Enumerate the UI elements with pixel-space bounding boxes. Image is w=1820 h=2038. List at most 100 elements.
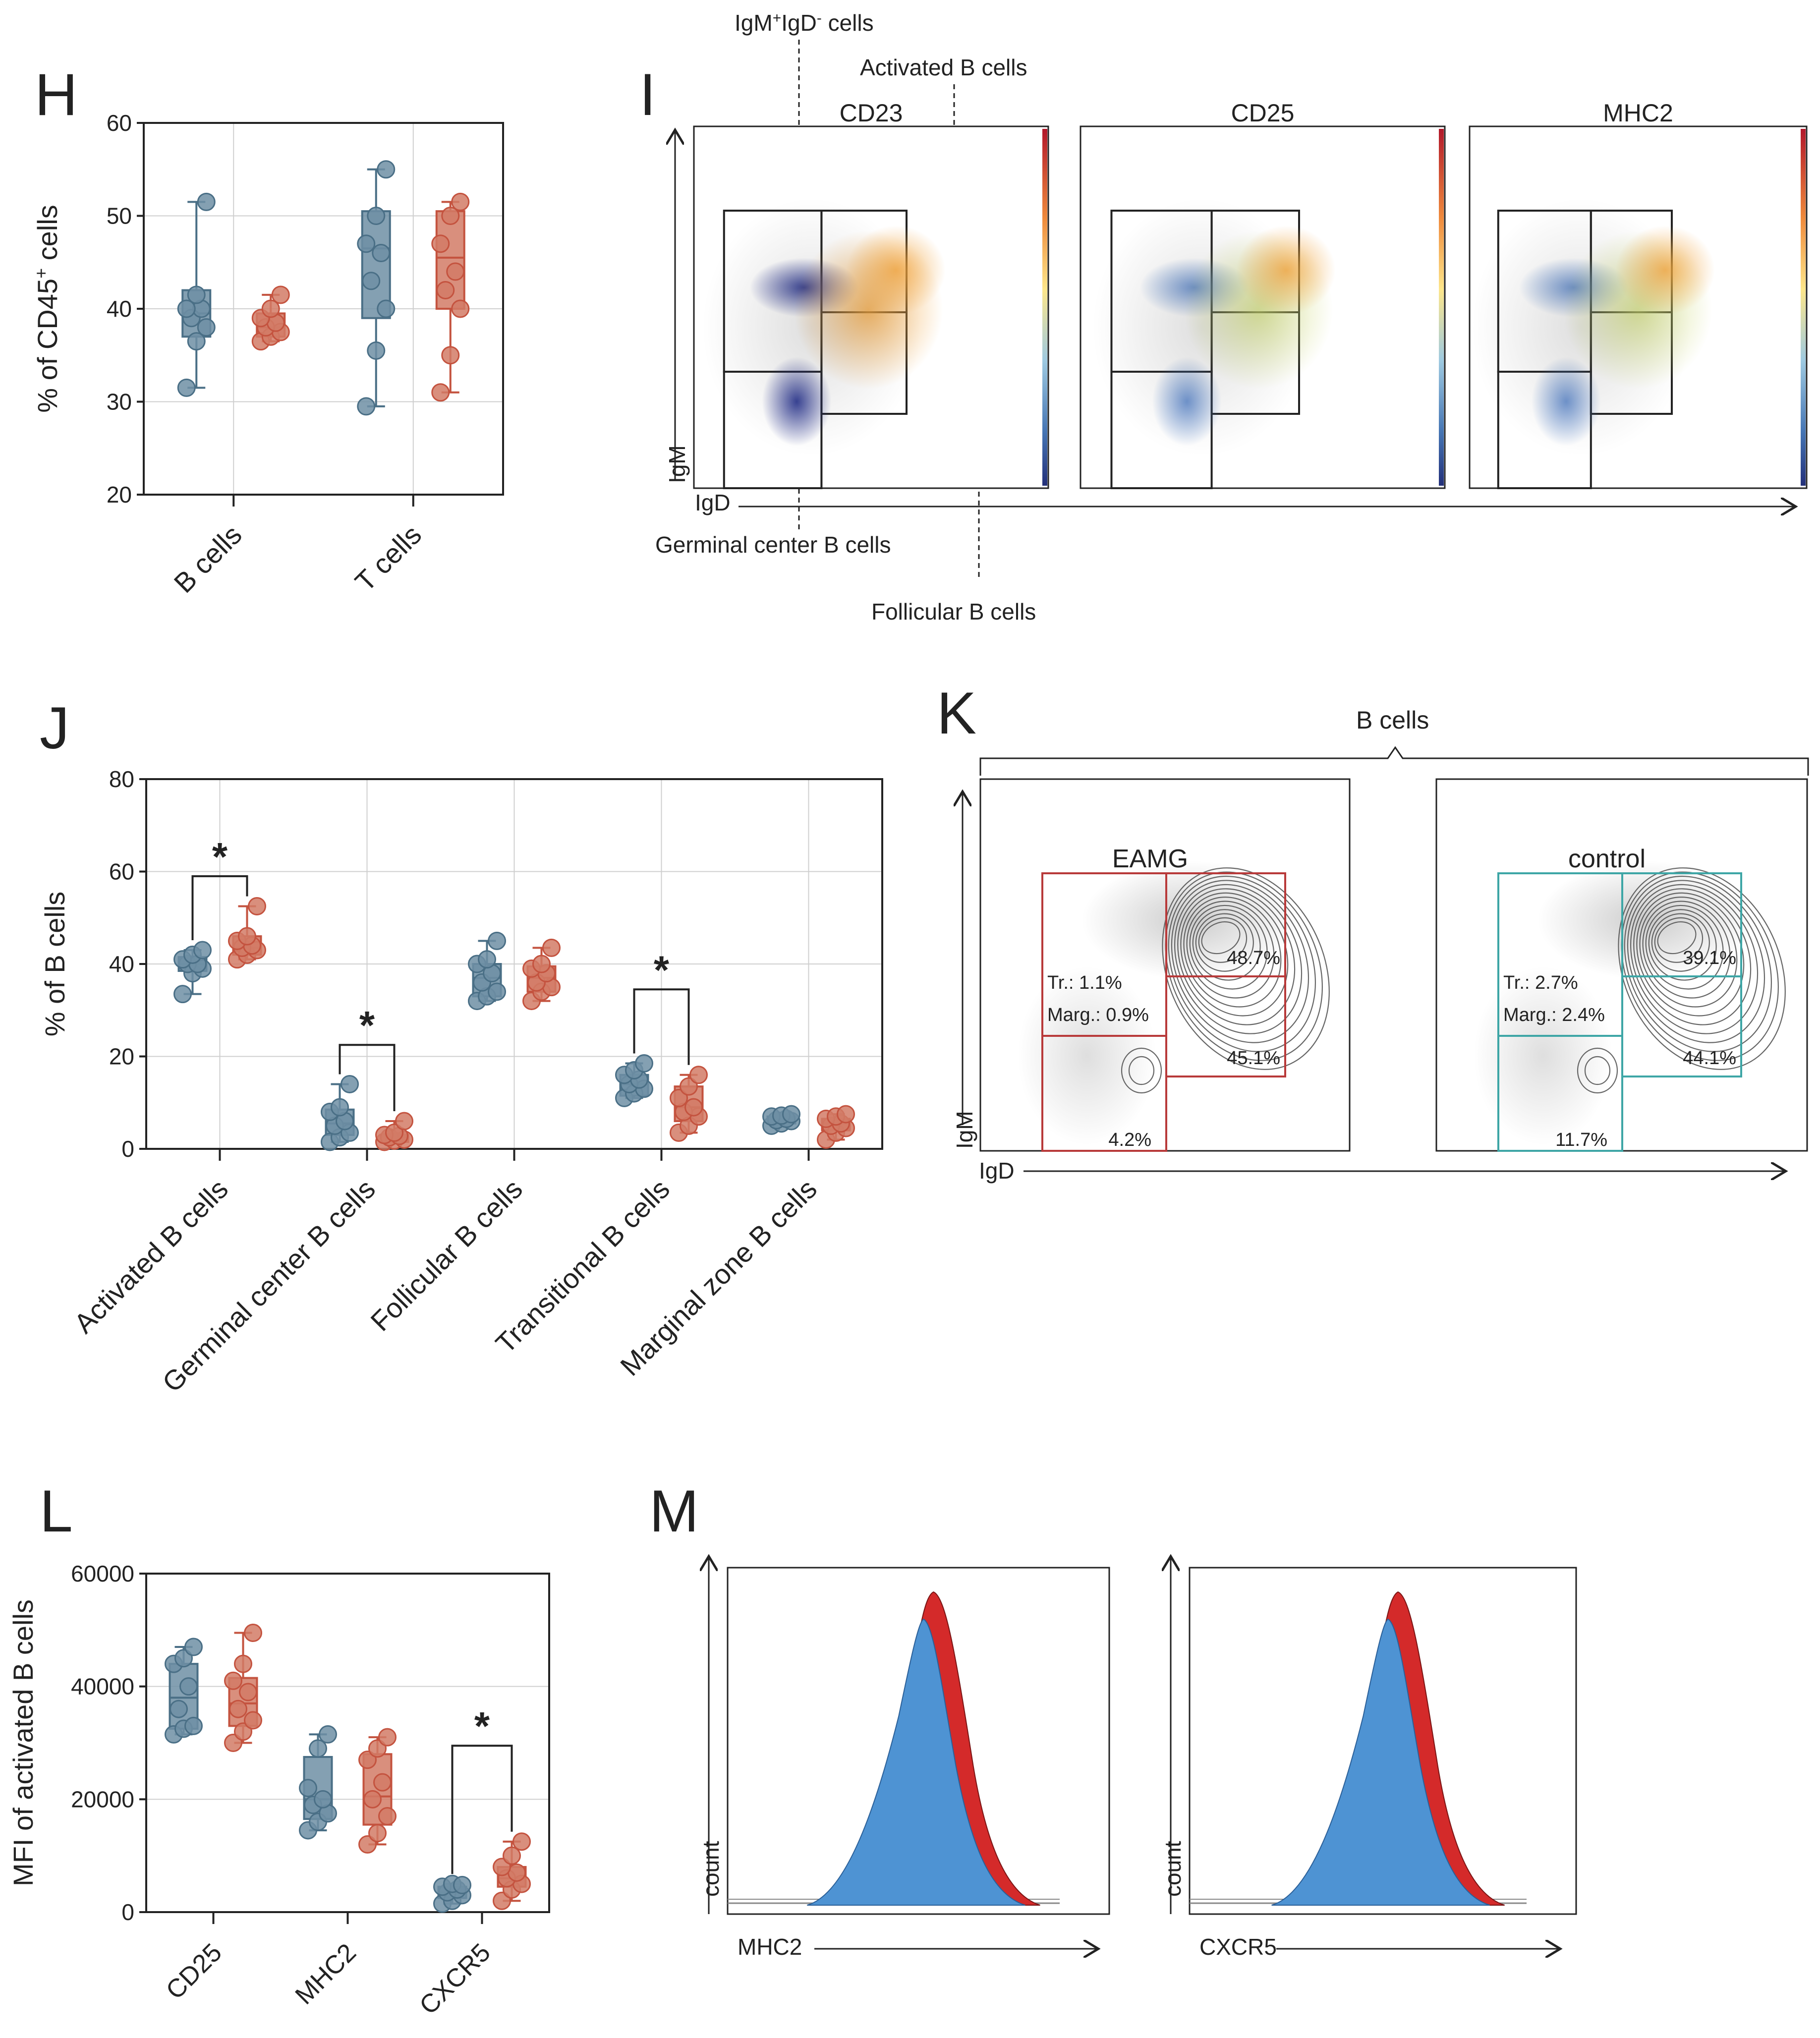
data-point [239,1683,257,1701]
histogram-control [807,1618,1025,1906]
histogram-control [1271,1618,1490,1906]
data-point [680,1077,698,1096]
histogram-mhc2: count MHC2 [698,1558,1110,1960]
color-scale-bar [1439,129,1444,486]
data-point [542,938,561,957]
data-point [782,1105,800,1124]
y-tick-label: 20000 [71,1786,134,1812]
data-point [187,285,206,304]
data-point [377,299,396,318]
pct-activated: 48.7% [1227,948,1280,968]
significance-bracket [633,988,690,1065]
y-tick-label: 60 [107,110,132,136]
data-point [441,207,460,225]
x-tick-label: T cells [349,519,427,597]
histogram-cxcr5: count CXCR5 [1160,1558,1577,1960]
data-point [503,1846,521,1865]
data-point [341,1075,359,1093]
data-point [431,234,450,253]
scatter-background [1092,198,1311,456]
x-axis-label: CXCR5 [1199,1934,1277,1960]
x-tick-label: CD25 [161,1938,228,2005]
data-point [357,234,376,253]
scatter-background [1082,861,1300,980]
y-axis-label: count [698,1841,724,1897]
pct-marginal: Marg.: 0.9% [1047,1005,1149,1025]
y-axis-label: count [1160,1841,1186,1897]
channel-label: CD25 [1231,99,1295,127]
data-point [378,1807,397,1825]
data-point [488,931,506,950]
scatter-background [702,198,921,456]
x-tick-label: Follicular B cells [364,1173,528,1337]
pct-follicular: 45.1% [1227,1048,1280,1069]
data-point [271,285,290,304]
data-point [229,1699,247,1718]
data-point [373,1773,392,1792]
panel-letter-h: H [35,61,78,128]
x-tick-label: B cells [168,519,248,599]
panel-letter-k: K [937,680,976,746]
chart-l: 0 20000 40000 60000 CD25 MHC2 CXCR5 MFI of acti… [7,1561,550,2020]
pct-activated: 39.1% [1683,948,1736,968]
scatter-background [1538,861,1756,980]
data-point [184,1716,203,1735]
data-point [234,1654,252,1673]
i-x-label: IgD [695,490,731,515]
data-point [378,1728,397,1747]
k-group-label: B cells [1356,706,1429,734]
data-point [187,332,206,351]
data-point [453,1875,471,1894]
scatter-sparse [1018,966,1156,1145]
pct-transitional: Tr.: 2.7% [1503,972,1578,993]
data-point [193,941,212,960]
pct-follicular: 44.1% [1683,1048,1736,1069]
gate-germinal [1041,1035,1167,1152]
pct-germinal: 11.7% [1555,1130,1607,1150]
data-point [441,346,460,365]
data-point [532,955,551,973]
y-tick-label: 20 [109,1044,134,1070]
panel-i: IgM+IgD- cells Activated B cells Germina… [655,10,1808,624]
color-scale-bar [1801,129,1806,486]
gate-follicular [1165,975,1286,1077]
data-point [357,397,376,416]
data-point [684,1098,703,1117]
callout-igm-igd-cells: IgM+IgD- cells [735,10,874,36]
y-tick-label: 80 [109,766,134,792]
data-point [395,1112,413,1131]
data-point [367,207,386,225]
y-tick-label: 0 [121,1899,134,1925]
x-tick-label: Activated B cells [68,1173,234,1339]
data-point [248,897,266,915]
data-point [367,341,386,360]
x-tick-label: CXCR5 [414,1938,496,2020]
data-point [670,1088,688,1107]
pct-germinal: 4.2% [1108,1130,1151,1150]
y-tick-label: 50 [107,203,132,229]
data-point [436,281,455,299]
y-tick-label: 60000 [71,1561,134,1586]
data-point [451,299,470,318]
data-point [179,1677,198,1696]
significance-star: * [212,835,228,879]
significance-star: * [474,1704,490,1748]
data-point [331,1098,349,1117]
data-point [173,985,192,1004]
x-axis-label: MHC2 [738,1934,802,1960]
flow-plot-cd23: CD23 [693,99,1049,489]
data-point [197,192,216,211]
data-point [244,1624,262,1642]
data-point [512,1832,531,1851]
flow-plot-mhc2: MHC2 [1469,99,1808,489]
scatter-sparse [1474,966,1612,1145]
flow-plot-cd25: CD25 [1080,99,1446,489]
i-y-label: IgM [664,445,690,483]
callout-follicular: Follicular B cells [871,599,1036,624]
data-point [363,1790,382,1809]
y-tick-label: 40 [109,951,134,977]
